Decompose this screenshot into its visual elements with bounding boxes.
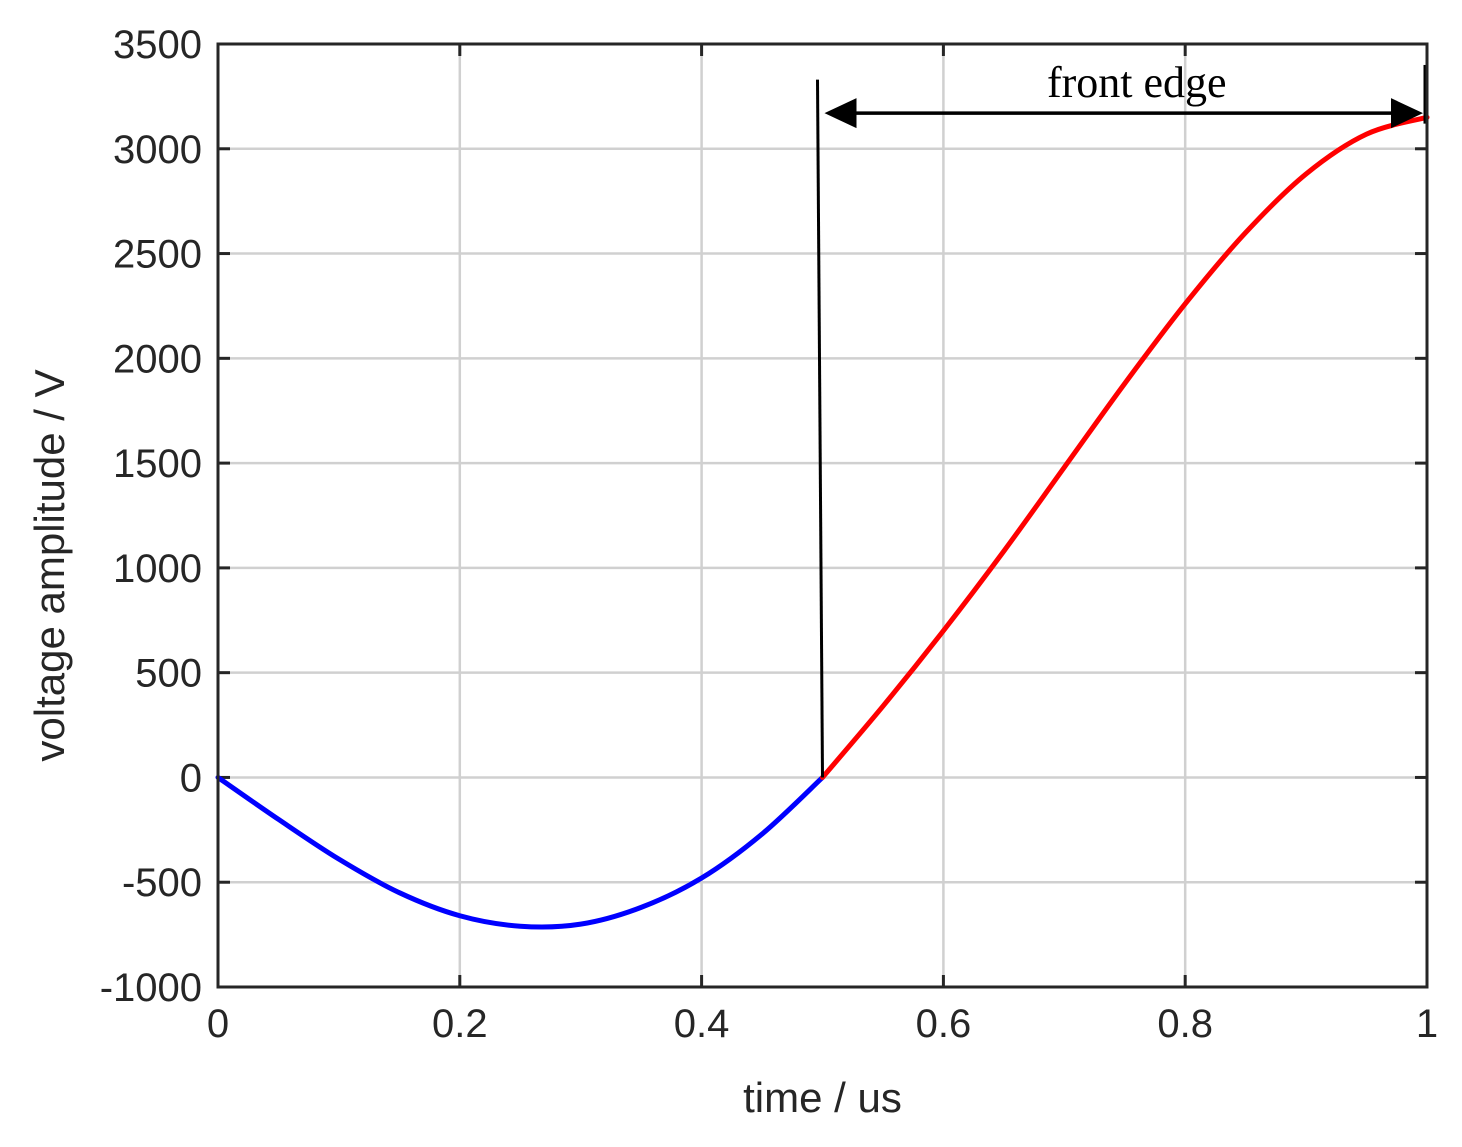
front-edge-arrow-head-left <box>824 98 857 129</box>
y-tick-label: 2500 <box>113 233 202 277</box>
front-edge-arrow-head-right <box>1391 98 1423 129</box>
front-edge-start-marker <box>816 79 824 778</box>
x-tick-label: 0.8 <box>1157 1002 1213 1046</box>
grid <box>216 42 1429 989</box>
series-line-2 <box>820 114 1430 780</box>
y-axis-label: voltage amplitude / V <box>26 369 73 761</box>
series-line-1 <box>215 774 825 930</box>
x-tick-label: 0.6 <box>916 1002 972 1046</box>
y-tick-label: 3000 <box>113 128 202 172</box>
y-tick-label: 3500 <box>113 23 202 67</box>
x-axis-label: time / us <box>743 1074 902 1121</box>
y-tick-label: -1000 <box>100 966 202 1010</box>
y-tick-label: 1500 <box>113 442 202 486</box>
y-tick-label: 500 <box>135 652 202 696</box>
tick-labels: 0 0.2 0.4 0.6 0.8 1 -1000 -500 0 500 1000 1500 2000 2… <box>100 23 1438 1046</box>
series-group <box>215 114 1430 930</box>
plot-frame <box>216 42 1429 989</box>
x-tick-label: 0.2 <box>432 1002 488 1046</box>
y-tick-label: 2000 <box>113 337 202 381</box>
y-tick-label: -500 <box>122 861 202 905</box>
y-tick-label: 1000 <box>113 547 202 591</box>
y-tick-label: 0 <box>180 756 202 800</box>
x-tick-label: 0 <box>207 1002 229 1046</box>
annotation-group: front edge <box>816 58 1427 778</box>
x-tick-label: 1 <box>1416 1002 1438 1046</box>
front-edge-label: front edge <box>1047 58 1227 107</box>
ticks <box>216 42 1429 989</box>
x-tick-label: 0.4 <box>674 1002 730 1046</box>
